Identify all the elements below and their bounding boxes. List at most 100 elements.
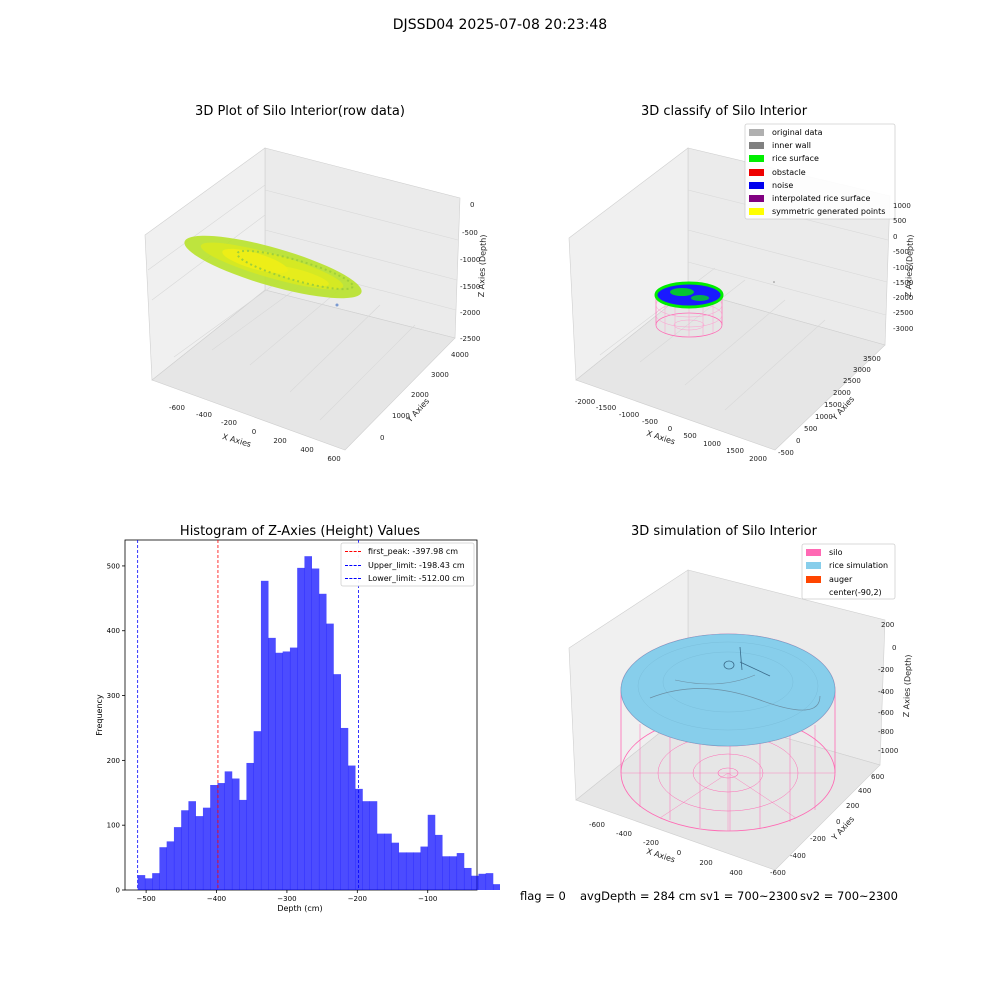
panel2-xtick: 0 [668,425,672,433]
panel1-ztick: -2000 [460,309,480,317]
panel2-xtick: 500 [683,432,696,440]
swatch-icon [806,575,821,583]
histogram-bar [398,852,407,890]
histogram-bar [173,827,182,890]
histogram-bar [340,727,349,890]
histogram-bar [231,778,240,890]
sv1-status: sv1 = 700~2300 [700,889,798,903]
panel1-y-ticks: 0 1000 2000 3000 4000 [380,351,469,442]
swatch-icon [806,549,821,556]
legend-item-first-peak: first_peak: -397.98 cm [345,545,465,559]
panel2-ytick: 2500 [843,377,861,385]
histogram-bar [210,785,218,890]
histogram-vlines [137,540,359,890]
panel4-3d-plot: -600 -400 -200 0 200 400 X Axies -600 -4… [568,543,913,877]
panel4-ztick: -1000 [878,747,898,755]
panel2-ytick: 1500 [824,401,842,409]
panel1-x-ticks: -600 -400 -200 0 200 400 600 [169,404,341,463]
histogram-y-ticks: 0 100 200 300 400 500 [107,562,125,895]
panel4-xlabel: X Axies [645,847,676,865]
histogram-bar [268,637,276,890]
histogram-bar [152,873,160,890]
histogram-ytick-label: 0 [116,887,120,895]
panel4-xtick: -200 [643,839,659,847]
histogram-bar [333,674,342,890]
swatch-icon [749,208,764,216]
panel1-ytick: 4000 [451,351,469,359]
figure-title: DJSSD04 2025-07-08 20:23:48 [392,17,608,33]
panel1-z-ticks: 0 -500 -1000 -1500 -2000 -2500 [460,201,480,343]
panel4-ztick: -200 [878,666,894,674]
panel4-ytick: 0 [836,818,840,826]
panel2-ytick: 2000 [833,389,851,397]
histogram-xtick-label: −500 [137,895,156,903]
histogram-bar [239,799,247,890]
panel2-xtick: 2000 [749,455,767,463]
panel1-ztick: -2500 [460,335,480,343]
panel4-ztick: -400 [878,688,894,696]
panel4-legend-entries: silo rice simulation auger center(-90,2) [806,546,888,599]
panel4-ylabel: Y Axies [829,815,856,843]
panel1-ylabel: Y Axies [404,397,431,425]
histogram-xlabel: Depth (cm) [277,904,322,913]
legend-item-rice-simulation: rice simulation [806,559,888,572]
swatch-icon [749,155,764,163]
swatch-icon [749,142,764,150]
histogram-bar [391,842,400,890]
panel1-ytick: 1000 [392,412,410,420]
histogram-ytick-label: 300 [107,692,120,700]
panel2-zlabel: Z Axies (Depth) [904,234,915,297]
panel2-xtick: 1500 [726,447,744,455]
histogram-bar [434,834,443,890]
legend-item-lower-limit: Lower_limit: -512.00 cm [345,572,465,586]
panel2-ztick: -2000 [893,294,913,302]
panel2-cylinder [654,281,775,338]
histogram-bar [159,847,167,890]
histogram-bar [260,580,269,890]
panel4-xtick: 0 [677,849,681,857]
panel1-ytick: 3000 [431,371,449,379]
histogram-ytick-label: 200 [107,757,120,765]
histogram-bar [384,833,392,890]
panel2-ytick: -500 [778,449,794,457]
dashed-line-icon [345,551,361,552]
histogram-bar [492,884,500,890]
histogram-bar [166,841,175,890]
panel1-ytick: 0 [380,434,384,442]
histogram-legend [340,542,475,587]
panel2-ztick: -1500 [893,279,913,287]
panel2-ytick: 500 [804,425,817,433]
panel4-ytick: -600 [770,869,786,877]
panel2-ytick: 3000 [853,366,871,374]
panel1-xtick: 400 [300,446,313,454]
panel4-y-ticks: -600 -400 -200 0 200 400 600 [770,773,884,877]
panel4-title: 3D simulation of Silo Interior [631,524,817,539]
blank-swatch-icon [806,589,821,596]
panel4-xtick: -600 [589,821,605,829]
histogram-bar [275,652,283,890]
panel2-ztick: -500 [893,248,909,256]
histogram-bar [188,801,196,890]
histogram-bar [318,593,327,890]
panel4-ytick: 200 [846,802,859,810]
histogram-bar [442,856,450,890]
panel2-y-ticks: -500 0 500 1000 1500 2000 2500 3000 3500 [778,355,881,457]
panel1-ztick: -500 [462,229,478,237]
swatch-icon [749,129,764,136]
legend-item-upper-limit: Upper_limit: -198.43 cm [345,559,465,573]
histogram-bar [463,867,472,890]
panel4-legend [801,543,896,600]
panel1-xtick: -600 [169,404,185,412]
panel4-ytick: -200 [810,835,826,843]
dashed-line-icon [345,578,361,579]
panel4-z-ticks: 200 0 -200 -400 -600 -800 -1000 [878,621,898,755]
histogram-bar [478,873,487,890]
legend-item-rice-surface: rice surface [749,152,885,165]
histogram-ytick-label: 500 [107,562,120,570]
sv2-status: sv2 = 700~2300 [800,889,898,903]
panel2-ztick: -1000 [893,264,913,272]
legend-item-inner-wall: inner wall [749,139,885,152]
legend-item-original-data: original data [749,126,885,139]
panel2-ztick: -2500 [893,309,913,317]
swatch-icon [749,168,764,176]
